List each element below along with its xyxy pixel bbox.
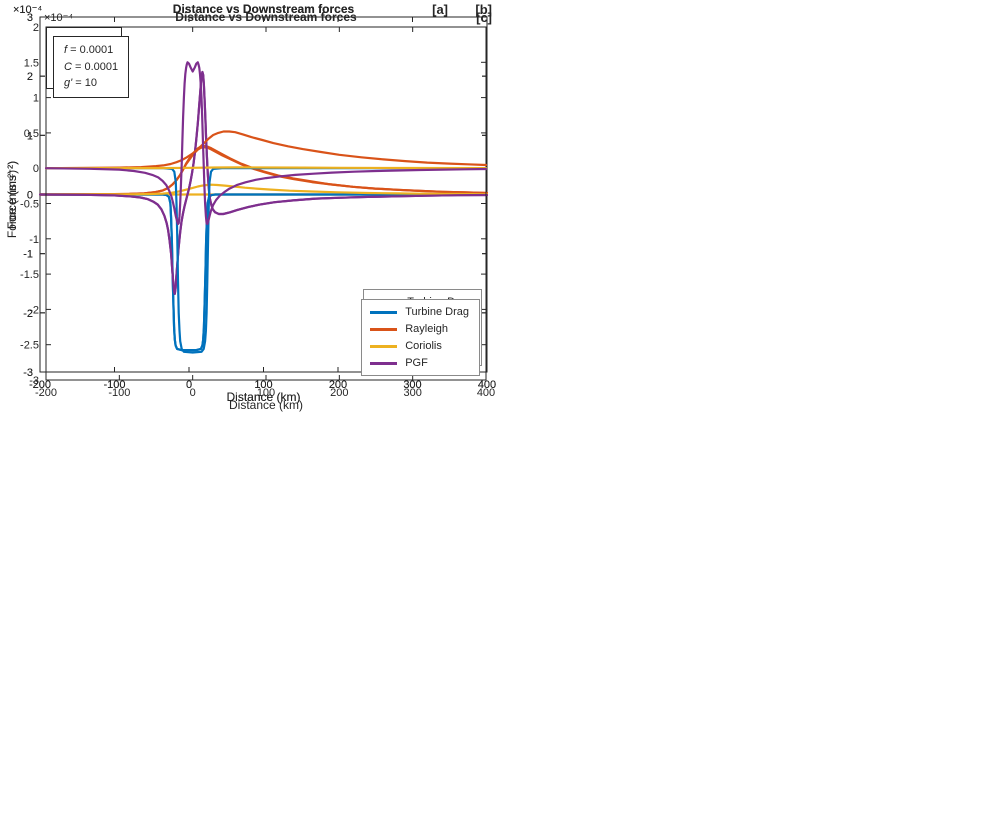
y-tick-label: -3 [29,375,39,387]
x-tick-label: -100 [103,379,125,391]
series-line-turbine-drag [39,193,488,352]
x-tick-label: 0 [186,379,192,391]
y-tick-label: 2 [33,22,39,34]
parameter-box: f = 0.0001 C = 0.0001 g' = 10 [53,36,130,98]
y-tick-label: -2 [29,304,39,316]
y-tick-label: -3 [23,367,33,379]
y-tick-label: -1 [29,234,39,246]
x-tick-label: 400 [478,379,496,391]
panel-label: [c] [476,10,492,25]
legend-item-pgf: PGF [370,357,469,369]
y-tick-label: -1.5 [20,269,39,281]
param-C: C = 0.0001 [64,59,118,76]
y-axis-exponent-label: ×10⁻⁴ [13,4,43,16]
y-axis-exponent-label: ×10⁻⁴ [44,12,74,24]
x-tick-label: 100 [254,379,272,391]
legend-line-swatch [370,361,398,365]
legend: Turbine Drag Rayleigh Coriolis PGF [361,299,480,376]
chart-title: Distance vs Downstream forces [175,10,357,24]
x-tick-label: 400 [477,387,495,399]
y-tick-label: 1 [33,93,39,105]
legend-item-coriolis: Coriolis [370,340,469,352]
y-tick-label: 0.5 [24,128,39,140]
y-axis-exponent-label: ×10⁻⁴ [13,4,43,16]
x-tick-label: 0 [190,387,196,399]
x-tick-label: -200 [29,379,51,391]
panel-c: -200 -100 0 100 200 300 400 -3 -2.5 -2 -1.5 -1 -0.5 0… [0,0,500,420]
param-value: = 0.0001 [70,44,114,56]
y-tick-label: 3 [27,12,33,24]
y-tick-label: 0 [27,190,33,202]
x-axis-label: Distance (km) [228,398,303,412]
y-tick-label: 1 [27,130,33,142]
y-tick-label: 1 [27,130,33,142]
y-tick-label: 1.5 [24,57,39,69]
y-tick-label: 0 [27,190,33,202]
y-tick-label: -2.5 [20,340,39,352]
chart-title: Distance vs Downstream forces [172,2,355,16]
series-line-rayleigh [45,130,487,170]
series-line-coriolis [39,183,488,196]
x-tick-label: 300 [403,379,421,391]
series-group [45,61,487,354]
series-line-pgf [39,70,488,295]
y-axis-label: Force (ms⁻²) [5,169,19,239]
series-line-coriolis [45,166,487,170]
param-g: g' = 10 [64,75,118,92]
y-tick-label: -0.5 [20,199,39,211]
x-axis-label: Distance (km) [226,390,301,404]
series-line-pgf [45,61,487,226]
x-tick-label: 200 [329,379,347,391]
x-axis-label: Distance (km) [226,390,301,404]
x-tick-label: 400 [478,379,496,391]
series-line-turbine-drag [45,167,487,354]
param-f: f = 0.0001 [64,42,118,59]
legend-line-swatch [370,344,398,348]
plot-area-c: -200 -100 0 100 200 300 400-3-2.5-2-1.5-1-0.50… [20,22,495,399]
x-tick-label: -100 [103,379,125,391]
param-value: = 10 [75,77,97,89]
panel-label: [b] [475,2,492,17]
x-tick-label: 200 [329,379,347,391]
legend-line-swatch [370,310,398,314]
y-tick-label: -1 [23,249,33,261]
chart-title: Distance vs Downstream forces [172,2,355,16]
param-value: = 0.0001 [75,60,119,73]
y-tick-label: 2 [27,71,33,83]
y-tick-label: -3 [23,367,33,379]
y-tick-label: -2 [23,308,33,320]
panel-label: [a] [432,2,448,17]
legend-item-rayleigh: Rayleigh [370,323,469,335]
legend-line-swatch [370,327,398,331]
x-tick-label: 300 [403,387,421,399]
legend-item-turbine-drag: Turbine Drag [370,306,469,318]
y-tick-label: -2 [23,308,33,320]
x-tick-label: 100 [257,387,275,399]
param-symbol: g' [64,77,73,89]
x-tick-label: 300 [403,379,421,391]
x-tick-label: 200 [330,387,348,399]
param-symbol: f [64,44,68,56]
x-tick-label: -100 [108,387,130,399]
param-symbol: C [64,60,72,73]
x-tick-label: 0 [186,379,192,391]
x-tick-label: -200 [35,387,57,399]
y-tick-label: 2 [27,71,33,83]
x-tick-label: -200 [29,379,51,391]
y-tick-label: -1 [23,249,33,261]
x-tick-label: 100 [254,379,272,391]
y-tick-label: 0 [33,163,39,175]
y-tick-label: 3 [27,12,33,24]
